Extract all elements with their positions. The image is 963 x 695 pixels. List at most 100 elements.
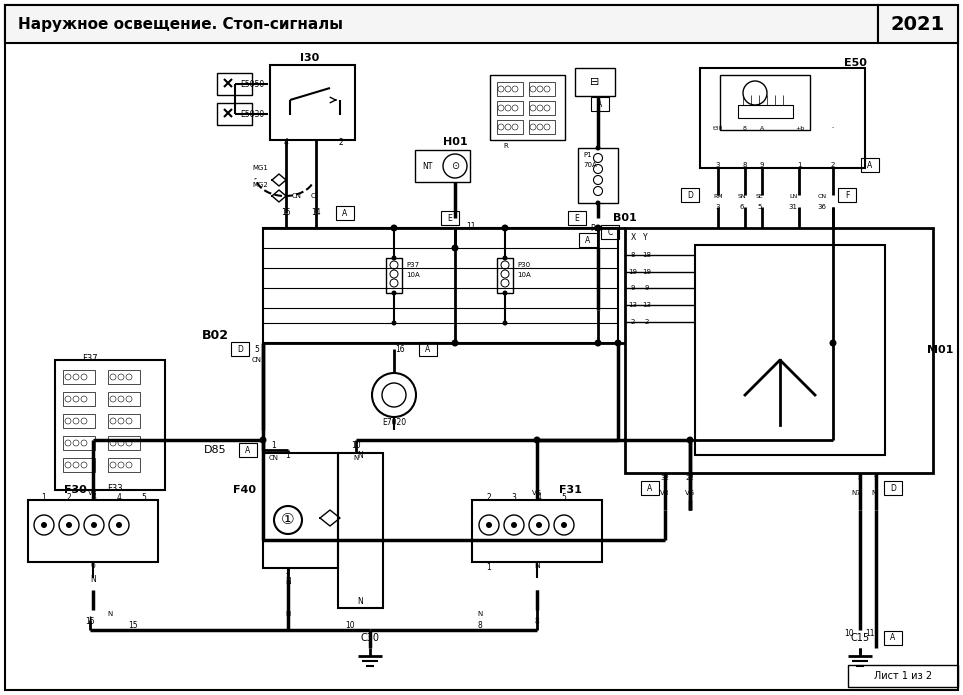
- Text: RM: RM: [714, 193, 723, 199]
- Bar: [263, 228, 618, 343]
- Text: CN: CN: [818, 193, 826, 199]
- Bar: [579, 233, 597, 247]
- Text: 13: 13: [629, 302, 638, 308]
- Bar: [63, 436, 95, 450]
- Bar: [415, 150, 470, 182]
- Circle shape: [536, 522, 542, 528]
- Text: 9: 9: [645, 285, 649, 291]
- Text: 4: 4: [117, 493, 121, 502]
- Text: 15: 15: [281, 208, 291, 217]
- Text: 3: 3: [511, 493, 516, 502]
- Text: 4: 4: [536, 493, 541, 502]
- Text: NT: NT: [422, 161, 432, 170]
- Bar: [270, 65, 355, 140]
- Text: E50: E50: [844, 58, 867, 68]
- Bar: [578, 148, 618, 203]
- Text: D85: D85: [204, 445, 226, 455]
- Text: D: D: [687, 190, 693, 199]
- Text: 1: 1: [272, 441, 276, 450]
- Text: 3: 3: [91, 493, 96, 502]
- Circle shape: [503, 256, 508, 261]
- Text: 3: 3: [716, 162, 720, 168]
- Circle shape: [502, 224, 508, 231]
- Bar: [884, 631, 902, 645]
- Circle shape: [392, 320, 397, 325]
- Text: 2021: 2021: [891, 15, 945, 33]
- Circle shape: [116, 522, 122, 528]
- Text: 1: 1: [41, 493, 46, 502]
- Bar: [108, 370, 140, 384]
- Bar: [884, 481, 902, 495]
- Text: A: A: [891, 634, 896, 642]
- Text: VG: VG: [685, 490, 695, 496]
- Text: P1: P1: [583, 152, 591, 158]
- Bar: [738, 105, 793, 118]
- Bar: [568, 211, 586, 225]
- Text: MG1: MG1: [252, 165, 268, 171]
- Text: N: N: [285, 578, 291, 587]
- Text: N: N: [357, 598, 363, 607]
- Bar: [28, 500, 158, 562]
- Bar: [231, 342, 249, 356]
- Text: N: N: [108, 611, 113, 617]
- Text: E5030: E5030: [240, 110, 264, 119]
- Text: 36: 36: [818, 204, 826, 210]
- Circle shape: [259, 436, 267, 443]
- Text: 10: 10: [845, 628, 854, 637]
- Bar: [108, 436, 140, 450]
- Text: A: A: [647, 484, 653, 493]
- Circle shape: [594, 224, 602, 231]
- Text: 5: 5: [254, 345, 259, 354]
- Circle shape: [614, 339, 621, 347]
- Text: R: R: [503, 143, 508, 149]
- Text: 2: 2: [339, 138, 344, 147]
- Text: +b: +b: [795, 126, 805, 131]
- Text: 10: 10: [351, 441, 361, 450]
- Bar: [55, 360, 165, 490]
- Circle shape: [594, 339, 602, 347]
- Bar: [591, 97, 609, 111]
- Text: D: D: [890, 484, 896, 493]
- Text: 2: 2: [286, 568, 291, 576]
- Text: A: A: [246, 445, 250, 455]
- Text: 3: 3: [716, 204, 720, 210]
- Text: B02: B02: [201, 329, 228, 341]
- Text: N: N: [534, 562, 540, 571]
- Text: M01: M01: [926, 345, 953, 355]
- Text: 2: 2: [831, 162, 835, 168]
- Bar: [5, 5, 878, 43]
- Text: 19: 19: [629, 269, 638, 275]
- Text: LN: LN: [789, 193, 797, 199]
- Bar: [497, 82, 523, 96]
- Bar: [108, 392, 140, 406]
- Bar: [63, 392, 95, 406]
- Bar: [263, 453, 338, 568]
- Text: 14: 14: [311, 208, 321, 217]
- Bar: [848, 665, 958, 687]
- Text: F37: F37: [82, 354, 98, 363]
- Bar: [239, 443, 257, 457]
- Text: 32: 32: [661, 475, 669, 481]
- Circle shape: [687, 436, 693, 443]
- Circle shape: [595, 145, 601, 151]
- Bar: [529, 120, 555, 134]
- Text: C: C: [311, 193, 315, 199]
- Bar: [217, 103, 252, 125]
- Text: t30: t30: [713, 126, 723, 131]
- Text: 9: 9: [760, 162, 765, 168]
- Bar: [108, 458, 140, 472]
- Circle shape: [392, 256, 397, 261]
- Text: N: N: [91, 575, 96, 584]
- Bar: [497, 120, 523, 134]
- Text: C15: C15: [850, 633, 870, 643]
- Text: A: A: [760, 126, 764, 131]
- Text: Лист 1 из 2: Лист 1 из 2: [874, 671, 932, 681]
- Text: SN: SN: [738, 193, 746, 199]
- Text: X: X: [631, 233, 636, 241]
- Text: 2: 2: [486, 493, 491, 502]
- Bar: [529, 101, 555, 115]
- Text: F31: F31: [559, 485, 582, 495]
- Text: P30: P30: [517, 262, 530, 268]
- Text: D: D: [237, 345, 243, 354]
- Circle shape: [91, 522, 97, 528]
